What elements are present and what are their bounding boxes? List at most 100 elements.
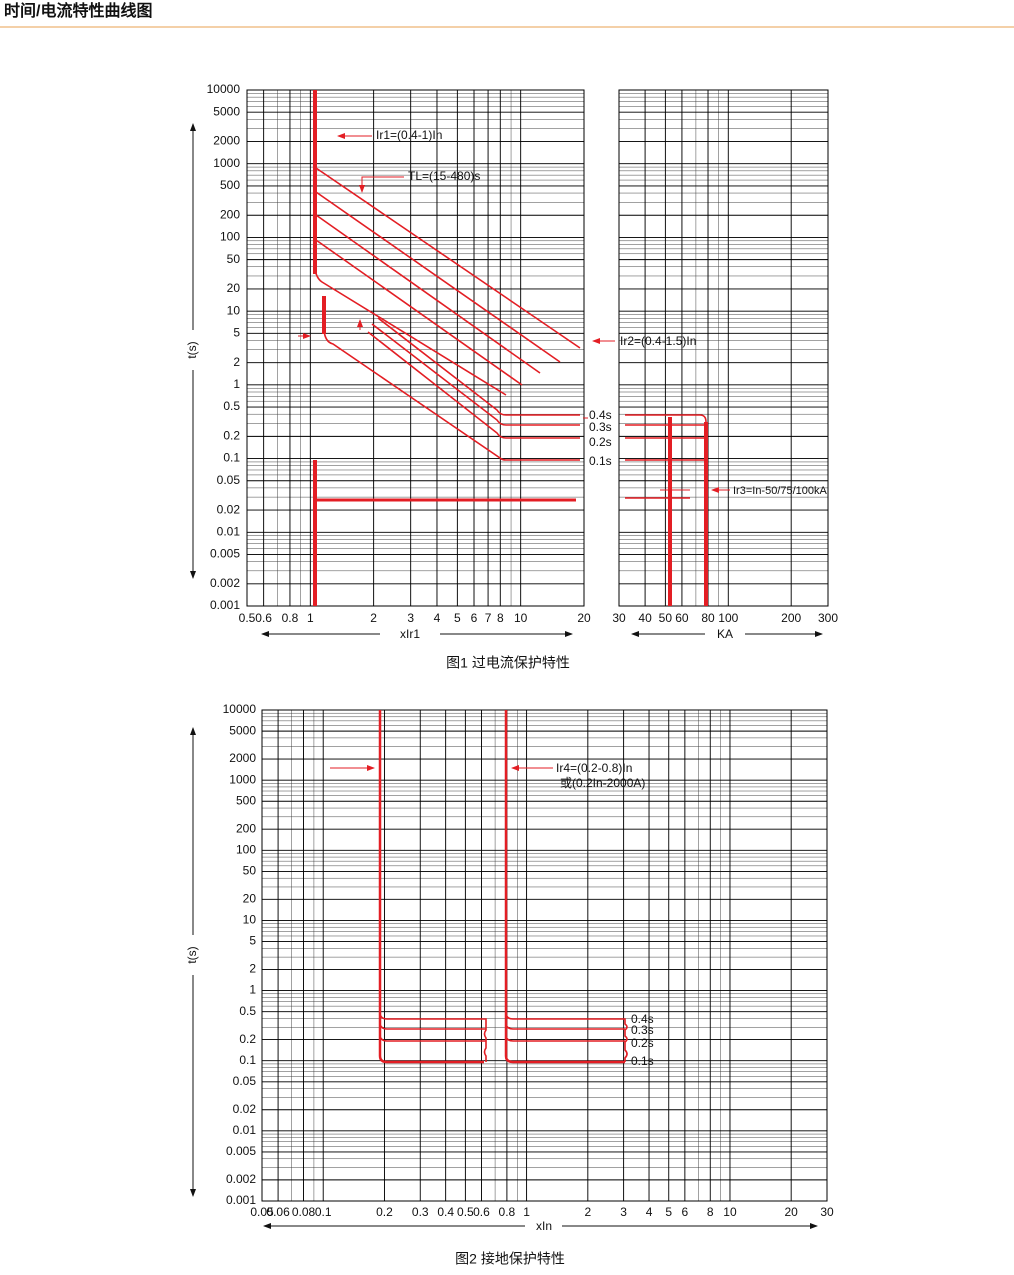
y-tick-label: 0.5	[239, 1004, 256, 1018]
y-tick-label: 2000	[213, 134, 240, 148]
x-tick-label: 0.08	[292, 1205, 316, 1219]
caption: 图2 接地保护特性	[455, 1251, 565, 1267]
annotation: 或(0.2In-2000A)	[560, 776, 645, 790]
x-tick-label: 6	[471, 611, 478, 625]
y-tick-label: 1000	[229, 772, 256, 786]
y-tick-label: 5	[233, 326, 240, 340]
x-tick-label: 50	[659, 611, 673, 625]
y-tick-label: 1000	[213, 156, 240, 170]
y-axis-label: t(s)	[185, 946, 199, 963]
caption: 图1 过电流保护特性	[446, 655, 570, 671]
x-tick-label: 0.8	[499, 1205, 516, 1219]
y-tick-label: 0.001	[210, 598, 240, 612]
annotation: 0.2s	[589, 435, 612, 449]
x-tick-label: 5	[454, 611, 461, 625]
plot-frame	[246, 89, 585, 607]
x-tick-label: 4	[434, 611, 441, 625]
x-tick-label: 0.6	[255, 611, 272, 625]
x-tick-label: 5	[665, 1205, 672, 1219]
y-tick-label: 0.01	[217, 524, 241, 538]
x-tick-label: 0.05	[250, 1205, 274, 1219]
y-tick-label: 2	[249, 962, 256, 976]
annotation: Ir4=(0.2-0.8)In	[556, 761, 632, 775]
annotation: 0.4s	[631, 1012, 654, 1026]
y-tick-label: 0.005	[226, 1144, 256, 1158]
y-tick-label: 200	[220, 207, 240, 221]
annotation: 0.3s	[589, 420, 612, 434]
y-tick-label: 1	[233, 377, 240, 391]
x-tick-label: 300	[818, 611, 838, 625]
y-tick-label: 0.05	[233, 1074, 257, 1088]
y-tick-label: 0.2	[239, 1032, 256, 1046]
x-tick-label: 1	[307, 611, 314, 625]
y-tick-label: 5000	[229, 723, 256, 737]
x-tick-label: 2	[584, 1205, 591, 1219]
x-tick-label: 60	[675, 611, 689, 625]
annotation: 0.4s	[589, 408, 612, 422]
annotation: 0.2s	[631, 1036, 654, 1050]
x-tick-label: 2	[370, 611, 377, 625]
x-tick-label: 0.5	[457, 1205, 474, 1219]
y-axis-label: t(s)	[185, 341, 199, 358]
x-tick-label: 30	[612, 611, 626, 625]
y-tick-label: 10	[243, 913, 257, 927]
x-tick-label: 30	[820, 1205, 834, 1219]
y-tick-label: 50	[227, 252, 241, 266]
x-tick-label: 0.2	[376, 1205, 393, 1219]
annotation: 0.3s	[631, 1023, 654, 1037]
y-tick-label: 5	[249, 934, 256, 948]
x-tick-label: 20	[785, 1205, 799, 1219]
x-tick-label: 8	[707, 1205, 714, 1219]
annotation: 0.1s	[631, 1054, 654, 1068]
y-tick-label: 0.002	[226, 1172, 256, 1186]
y-tick-label: 0.2	[223, 429, 240, 443]
y-tick-label: 10000	[223, 702, 257, 716]
x-tick-label: 4	[646, 1205, 653, 1219]
x-tick-label: 0.06	[266, 1205, 290, 1219]
x-tick-label: 1	[523, 1205, 530, 1219]
annotation: TL=(15-480)s	[408, 169, 480, 183]
x-tick-label: 0.6	[473, 1205, 490, 1219]
x-tick-label: 6	[682, 1205, 689, 1219]
y-tick-label: 0.02	[233, 1102, 257, 1116]
grids	[246, 89, 829, 1202]
x-tick-label: 7	[485, 611, 492, 625]
x-tick-label: 3	[620, 1205, 627, 1219]
curves	[330, 710, 628, 1064]
y-tick-label: 100	[236, 842, 256, 856]
annotation: 0.1s	[589, 454, 612, 468]
plot-frame	[618, 89, 829, 607]
y-tick-label: 0.002	[210, 576, 240, 590]
y-tick-label: 50	[243, 864, 257, 878]
x-tick-label: 0.5	[239, 611, 256, 625]
x-tick-label: 40	[638, 611, 652, 625]
y-tick-label: 0.5	[223, 399, 240, 413]
y-tick-label: 500	[236, 793, 256, 807]
y-tick-label: 20	[243, 891, 257, 905]
y-tick-label: 10	[227, 303, 241, 317]
y-tick-label: 0.005	[210, 547, 240, 561]
y-tick-label: 2	[233, 355, 240, 369]
x-axis-label: xIn	[536, 1219, 552, 1233]
y-tick-label: 0.1	[223, 451, 240, 465]
x-tick-label: 0.4	[437, 1205, 454, 1219]
x-tick-label: 20	[577, 611, 591, 625]
y-tick-label: 0.05	[217, 473, 241, 487]
y-tick-label: 0.001	[226, 1193, 256, 1207]
y-tick-label: 100	[220, 230, 240, 244]
plot-frame	[261, 709, 828, 1202]
x-tick-label: 80	[701, 611, 715, 625]
y-tick-label: 0.01	[233, 1123, 257, 1137]
y-tick-label: 0.1	[239, 1053, 256, 1067]
x-tick-label: 0.3	[412, 1205, 429, 1219]
y-tick-label: 500	[220, 178, 240, 192]
y-tick-label: 20	[227, 281, 241, 295]
y-tick-label: 2000	[229, 751, 256, 765]
y-tick-label: 0.02	[217, 502, 241, 516]
x-tick-label: 10	[514, 611, 528, 625]
annotation: Ir1=(0.4-1)In	[376, 128, 442, 142]
x-axis-label: KA	[717, 627, 733, 641]
x-tick-label: 0.8	[282, 611, 299, 625]
x-axis-label: xIr1	[400, 627, 420, 641]
